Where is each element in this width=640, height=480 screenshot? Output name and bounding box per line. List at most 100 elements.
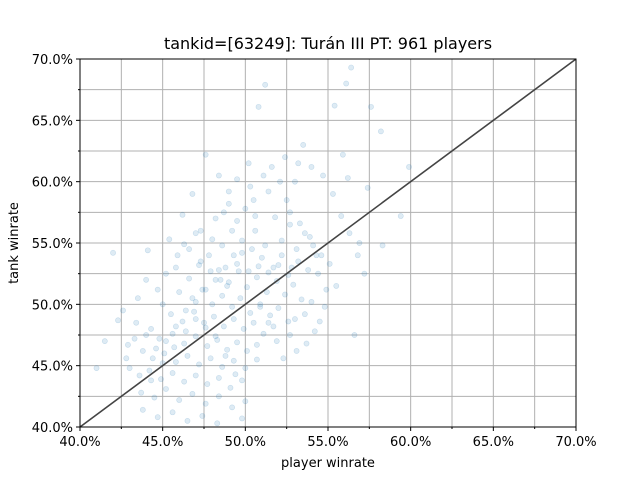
scatter-point <box>316 318 323 325</box>
scatter-point <box>310 242 317 249</box>
scatter-point <box>254 274 260 281</box>
scatter-point <box>204 381 211 387</box>
scatter-point <box>260 330 267 337</box>
scatter-point <box>139 348 146 354</box>
scatter-point <box>134 295 141 302</box>
scatter-point <box>219 292 226 299</box>
scatter-point <box>93 365 100 372</box>
scatter-point <box>361 270 368 277</box>
scatter-point <box>192 230 199 237</box>
scatter-point <box>169 330 176 337</box>
scatter-point <box>215 267 222 273</box>
scatter-point <box>265 188 272 195</box>
y-tick-label: 45.0% <box>32 360 73 375</box>
scatter-point <box>237 295 244 302</box>
scatter-point <box>333 283 340 289</box>
scatter-point <box>275 305 282 311</box>
scatter-point <box>174 252 181 259</box>
scatter-point <box>186 246 193 253</box>
scatter-point <box>239 249 245 256</box>
scatter-point <box>158 376 164 383</box>
scatter-point <box>151 394 158 401</box>
scatter-point <box>209 301 216 308</box>
y-tick-label: 65.0% <box>32 114 73 129</box>
scatter-point <box>311 328 318 335</box>
scatter-point <box>172 359 179 365</box>
scatter-point <box>356 240 363 246</box>
scatter-point <box>282 291 288 298</box>
scatter-point <box>153 345 159 352</box>
scatter-point <box>331 102 338 109</box>
scatter-point <box>143 332 150 338</box>
scatter-point <box>234 218 240 224</box>
scatter-point <box>296 220 303 227</box>
scatter-point <box>176 289 183 295</box>
x-tick-label: 45.0% <box>142 435 183 450</box>
scatter-point <box>192 372 199 379</box>
scatter-point <box>148 325 154 332</box>
scatter-point <box>287 221 293 228</box>
scatter-point <box>148 377 154 384</box>
scatter-point <box>250 197 257 203</box>
scatter-point <box>268 164 275 170</box>
scatter-point <box>196 361 202 368</box>
scatter-point <box>202 286 209 293</box>
scatter-point <box>313 252 320 259</box>
scatter-point <box>292 316 298 322</box>
scatter-point <box>156 335 163 342</box>
scatter-point <box>287 332 293 338</box>
scatter-point <box>163 270 169 277</box>
scatter-point <box>181 241 188 248</box>
scatter-point <box>101 338 108 345</box>
scatter-point <box>242 365 249 372</box>
scatter-point <box>182 307 189 314</box>
scatter-point <box>245 160 252 167</box>
scatter-point <box>280 355 287 362</box>
scatter-point <box>293 348 300 354</box>
scatter-point <box>120 307 126 314</box>
scatter-point <box>397 213 404 219</box>
scatter-point <box>217 276 224 283</box>
scatter-point <box>184 417 191 424</box>
scatter-point <box>207 268 214 275</box>
scatter-point <box>201 319 207 326</box>
scatter-point <box>252 227 259 234</box>
scatter-point <box>225 188 232 195</box>
scatter-point <box>225 279 232 286</box>
scatter-point <box>229 303 236 310</box>
scatter-point <box>272 214 278 221</box>
scatter-point <box>182 328 189 335</box>
scatter-point <box>300 141 307 148</box>
x-tick-label: 65.0% <box>473 435 514 450</box>
scatter-point <box>247 310 254 316</box>
scatter-point <box>189 191 196 197</box>
scatter-point <box>125 341 131 348</box>
y-axis-label: tank winrate <box>7 202 22 284</box>
scatter-point <box>235 268 242 275</box>
scatter-point <box>240 325 247 332</box>
scatter-point <box>189 295 196 302</box>
scatter-point <box>254 356 260 363</box>
scatter-point <box>242 398 249 405</box>
scatter-point <box>219 363 226 370</box>
scatter-point <box>262 242 269 249</box>
scatter-point <box>176 397 183 403</box>
scatter-point <box>368 103 374 110</box>
scatter-point <box>179 318 186 325</box>
scatter-point <box>244 348 250 354</box>
scatter-point <box>308 164 315 170</box>
scatter-point <box>166 236 173 243</box>
x-axis-label: player winrate <box>281 456 375 471</box>
scatter-point <box>234 260 240 267</box>
scatter-point <box>252 213 259 219</box>
scatter-point <box>247 183 254 190</box>
scatter-point <box>250 319 257 326</box>
scatter-point <box>207 355 214 362</box>
scatter-point <box>263 289 270 295</box>
scatter-point <box>179 211 186 218</box>
scatter-point <box>220 209 227 216</box>
x-tick-label: 60.0% <box>390 435 431 450</box>
scatter-point <box>196 262 202 268</box>
scatter-point <box>110 249 116 256</box>
